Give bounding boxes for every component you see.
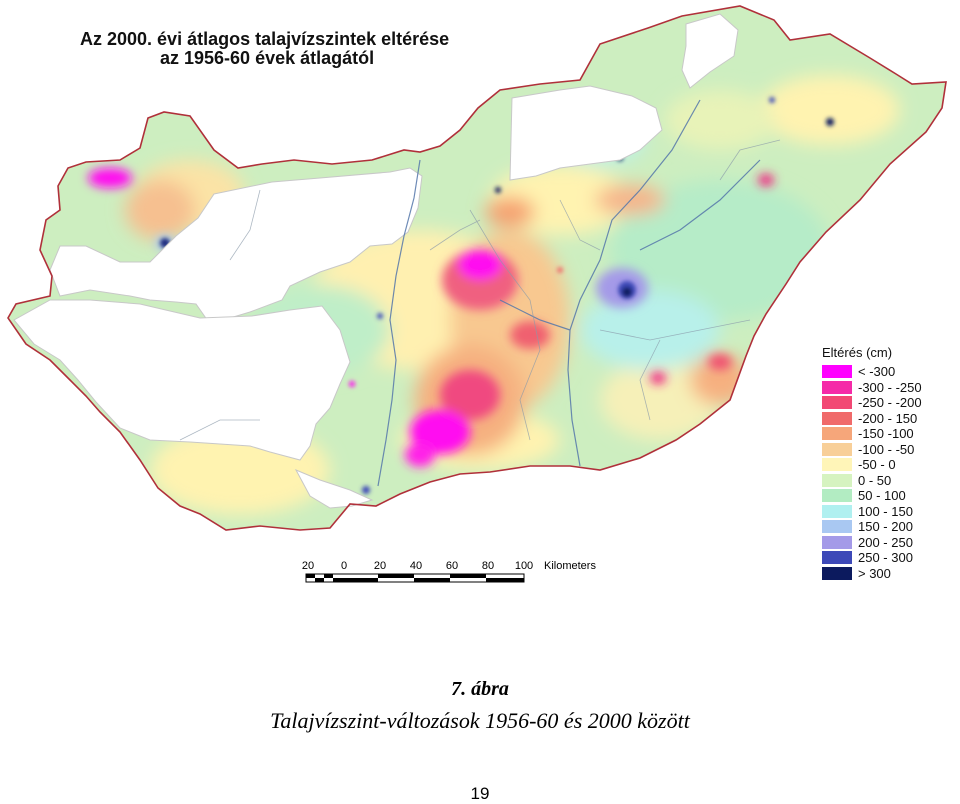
legend-item: -250 - -200 xyxy=(822,395,942,411)
scale-label: 100 xyxy=(514,560,534,572)
legend-label: -300 - -250 xyxy=(858,379,922,395)
legend-swatch xyxy=(822,365,852,379)
figure-label: 7. ábra xyxy=(451,678,509,700)
legend-item: -300 - -250 xyxy=(822,380,942,396)
legend-item: -200 - 150 xyxy=(822,411,942,427)
legend-title: Eltérés (cm) xyxy=(822,345,893,360)
scale-label: 60 xyxy=(445,560,459,572)
scale-label: 80 xyxy=(481,560,495,572)
legend-swatch xyxy=(822,411,852,425)
legend-item: 150 - 200 xyxy=(822,519,942,535)
legend-swatch xyxy=(822,566,852,580)
legend-label: 250 - 300 xyxy=(858,550,913,566)
legend-label: 100 - 150 xyxy=(858,503,913,519)
legend-label: -50 - 0 xyxy=(858,457,896,473)
page-number: 19 xyxy=(470,784,490,803)
legend-item: 250 - 300 xyxy=(822,550,942,566)
scale-bar-graphic xyxy=(305,573,525,583)
legend-label: -200 - 150 xyxy=(858,410,918,426)
legend-swatch xyxy=(822,396,852,410)
legend-item: 200 - 250 xyxy=(822,535,942,551)
figure-caption: Talajvízszint-változások 1956-60 és 2000… xyxy=(270,708,690,733)
scale-label: 20 xyxy=(373,560,387,572)
legend: Eltérés (cm) < -300 -300 - -250 -250 - -20… xyxy=(822,344,942,581)
scale-label: 20 xyxy=(301,560,315,572)
legend-swatch xyxy=(822,489,852,503)
river-network xyxy=(377,99,761,487)
legend-swatch xyxy=(822,551,852,565)
legend-item: 50 - 100 xyxy=(822,488,942,504)
groundwater-change-map xyxy=(7,5,947,583)
legend-item: 100 - 150 xyxy=(822,504,942,520)
legend-label: < -300 xyxy=(858,364,896,380)
country-border xyxy=(7,5,947,531)
legend-item: 0 - 50 xyxy=(822,473,942,489)
legend-label: > 300 xyxy=(858,565,891,581)
legend-label: 200 - 250 xyxy=(858,534,913,550)
legend-swatch xyxy=(822,427,852,441)
legend-swatch xyxy=(822,520,852,534)
legend-item: < -300 xyxy=(822,364,942,380)
scale-label: 40 xyxy=(409,560,423,572)
map-title-line2: az 1956-60 évek átlagától xyxy=(160,48,375,68)
legend-label: -100 - -50 xyxy=(858,441,915,457)
scale-unit: Kilometers xyxy=(544,560,596,572)
map-title: Az 2000. évi átlagos talajvízszintek elt… xyxy=(80,30,449,68)
legend-label: 150 - 200 xyxy=(858,519,913,535)
legend-label: -150 -100 xyxy=(858,426,914,442)
legend-swatch xyxy=(822,473,852,487)
map-title-line1: Az 2000. évi átlagos talajvízszintek elt… xyxy=(80,29,450,49)
legend-label: -250 - -200 xyxy=(858,395,922,411)
legend-item: > 300 xyxy=(822,566,942,582)
scale-bar: 20 0 20 40 60 80 100 Kilometers xyxy=(298,560,618,590)
legend-items: < -300 -300 - -250 -250 - -200 -200 - 150 -1… xyxy=(822,364,942,581)
legend-swatch xyxy=(822,458,852,472)
legend-swatch xyxy=(822,535,852,549)
legend-item: -100 - -50 xyxy=(822,442,942,458)
legend-item: -50 - 0 xyxy=(822,457,942,473)
county-boundaries xyxy=(179,139,781,441)
legend-label: 50 - 100 xyxy=(858,488,906,504)
scale-label: 0 xyxy=(340,560,348,572)
legend-swatch xyxy=(822,442,852,456)
legend-swatch xyxy=(822,380,852,394)
legend-item: -150 -100 xyxy=(822,426,942,442)
no-data-areas xyxy=(13,13,739,509)
legend-label: 0 - 50 xyxy=(858,472,892,488)
legend-swatch xyxy=(822,504,852,518)
